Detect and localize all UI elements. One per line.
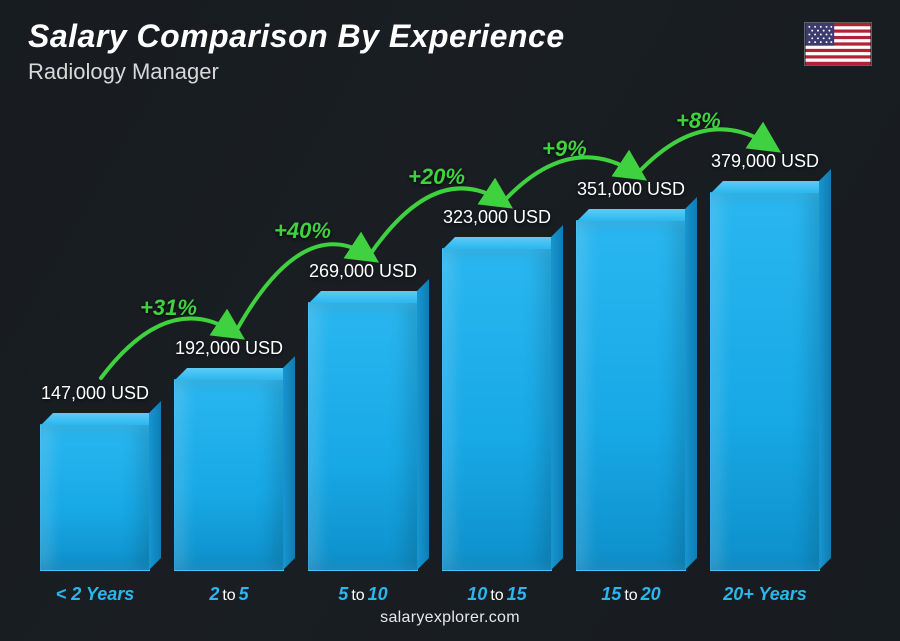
bar-category-label: 5to10 <box>308 584 418 605</box>
us-flag-icon <box>804 22 872 66</box>
bar-category-label: 20+ Years <box>710 584 820 605</box>
chart-header: Salary Comparison By Experience Radiolog… <box>28 18 565 85</box>
chart-title: Salary Comparison By Experience <box>28 18 565 55</box>
footer-source: salaryexplorer.com <box>0 609 900 627</box>
bar-category-label: 2to5 <box>174 584 284 605</box>
delta-arcs <box>40 101 860 571</box>
chart-subtitle: Radiology Manager <box>28 59 565 85</box>
bar-chart: 147,000 USD< 2 Years192,000 USD2to5269,0… <box>40 101 840 571</box>
bar-category-label: 10to15 <box>442 584 552 605</box>
bar-category-label: < 2 Years <box>40 584 150 605</box>
bar-category-label: 15to20 <box>576 584 686 605</box>
